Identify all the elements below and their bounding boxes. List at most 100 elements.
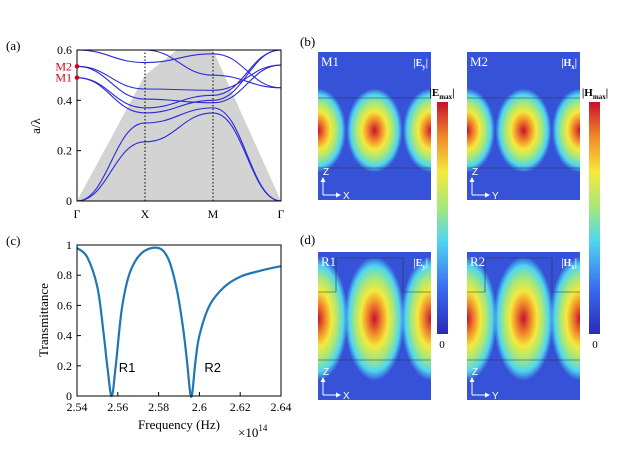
resonance-labels: R1 R2 (119, 360, 221, 375)
field-maps: M1 |Ey| Z X M2 |Hx| Z Y R1 |Ey| Z X R2 |Hx| Z Y (318, 52, 629, 402)
x-tick-label: 2.58 (148, 400, 169, 414)
arrow-head-icon (485, 392, 490, 398)
field-component-label: |Hx| (561, 258, 577, 271)
transmittance-x-label: Frequency (Hz) (138, 417, 220, 432)
axis-label-z: Z (472, 367, 478, 378)
band-axes-frame (76, 49, 282, 202)
arrow-head-icon (469, 377, 475, 382)
x-tick-label: 2.6 (192, 400, 207, 414)
y-tick-label: 0.8 (57, 268, 72, 282)
transmittance-plot: 2.54 2.56 2.58 2.6 2.62 2.64 0 0.2 0.4 0.6 0.8 1 R… (36, 238, 292, 440)
arrow-head-icon (320, 377, 326, 382)
field-component-label: |Hx| (561, 58, 577, 71)
field-lobe (346, 88, 403, 173)
mode-marker (74, 75, 80, 80)
arrow-head-icon (485, 192, 490, 198)
panel-label-d: (d) (300, 232, 315, 247)
axis-label-z: Z (323, 167, 329, 178)
x-tick-label: 2.56 (107, 400, 128, 414)
band-y-ticks: 0 0.2 0.4 0.6 (57, 43, 81, 208)
resonance-label: R1 (119, 360, 136, 375)
x-tick-label: X (141, 207, 150, 221)
band-lines (76, 49, 282, 202)
mode-marker-label: M1 (55, 71, 72, 85)
transmittance-x-ticks: 2.54 2.56 2.58 2.6 2.62 2.64 (67, 392, 292, 414)
axis-label-z: Z (323, 367, 329, 378)
field-lobe (550, 256, 580, 381)
colorbar-h: |Hmax| 0 (582, 87, 608, 351)
transmittance-y-ticks: 0 0.2 0.4 0.6 0.8 1 (57, 238, 81, 403)
x-multiplier: ×1014 (238, 423, 268, 440)
arrow-head-icon (336, 392, 341, 398)
axis-label-h: Y (492, 391, 499, 402)
symmetry-lines (144, 50, 214, 201)
colorbar-e-min: 0 (439, 339, 445, 351)
x-tick-label: 2.64 (271, 400, 292, 414)
axis-label-h: Y (492, 191, 499, 202)
resonance-label: R2 (204, 360, 221, 375)
panel-label-c: (c) (6, 233, 20, 248)
y-tick-label: 0.2 (57, 144, 72, 158)
colorbar-h-label: |Hmax| (582, 87, 608, 101)
y-tick-label: 0.2 (57, 359, 72, 373)
y-tick-label: 0 (66, 194, 72, 208)
field-lobe (467, 256, 497, 381)
field-lobe (607, 257, 629, 381)
x-tick-label: 2.54 (67, 400, 88, 414)
band-line (76, 64, 282, 104)
colorbar-h-min: 0 (592, 339, 598, 351)
transmittance-axes-frame (76, 244, 282, 397)
field-lobe (609, 88, 629, 172)
field-lobe (493, 256, 554, 381)
band-line (76, 49, 282, 114)
mode-marker (74, 64, 80, 69)
arrow-head-icon (320, 177, 326, 182)
band-line (76, 112, 282, 202)
field-lobe (318, 256, 348, 381)
y-tick-label: 0.6 (57, 43, 72, 57)
arrow-head-icon (336, 192, 341, 198)
field-map-label: R1 (321, 254, 336, 269)
field-map-m2: M2 |Hx| Z Y (467, 52, 629, 202)
field-component-label: |Ey| (413, 58, 428, 71)
field-lobe (401, 256, 431, 381)
y-tick-label: 0.4 (57, 93, 72, 107)
y-tick-label: 1 (66, 238, 72, 252)
axis-label-h: X (343, 191, 350, 202)
field-map-r1: R1 |Ey| Z X (318, 252, 431, 402)
arrow-head-icon (469, 177, 475, 182)
band-line (76, 49, 282, 89)
field-lobe (552, 88, 580, 173)
grating-outline (467, 257, 580, 293)
field-map-label: M1 (321, 54, 339, 69)
x-tick-label: Γ (74, 207, 81, 221)
colorbar-e-label: |Emax| (429, 87, 454, 101)
field-lobe (467, 88, 495, 173)
y-tick-label: 0.4 (57, 329, 72, 343)
colorbar-e-gradient (437, 102, 448, 334)
panel-label-b: (b) (300, 34, 315, 49)
field-lobe (495, 88, 552, 173)
transmittance-y-label: Transmittance (36, 283, 51, 357)
grating-outline (318, 257, 431, 293)
x-tick-label: Γ (278, 207, 285, 221)
colorbar-h-gradient (589, 102, 600, 334)
field-lobe (344, 256, 405, 381)
band-line (76, 107, 282, 202)
panel-label-a: (a) (6, 38, 20, 53)
field-map-r2: R2 |Hx| Z Y (467, 252, 629, 402)
band-line (76, 49, 282, 109)
light-cone (77, 50, 281, 201)
transmittance-line (76, 246, 282, 398)
y-tick-label: 0 (66, 389, 72, 403)
field-lobe (318, 88, 346, 173)
field-map-label: M2 (470, 54, 488, 69)
axis-label-z: Z (472, 167, 478, 178)
band-y-label: a/λ (28, 117, 43, 133)
band-line (76, 64, 282, 91)
mode-marker-label: M2 (55, 59, 72, 73)
